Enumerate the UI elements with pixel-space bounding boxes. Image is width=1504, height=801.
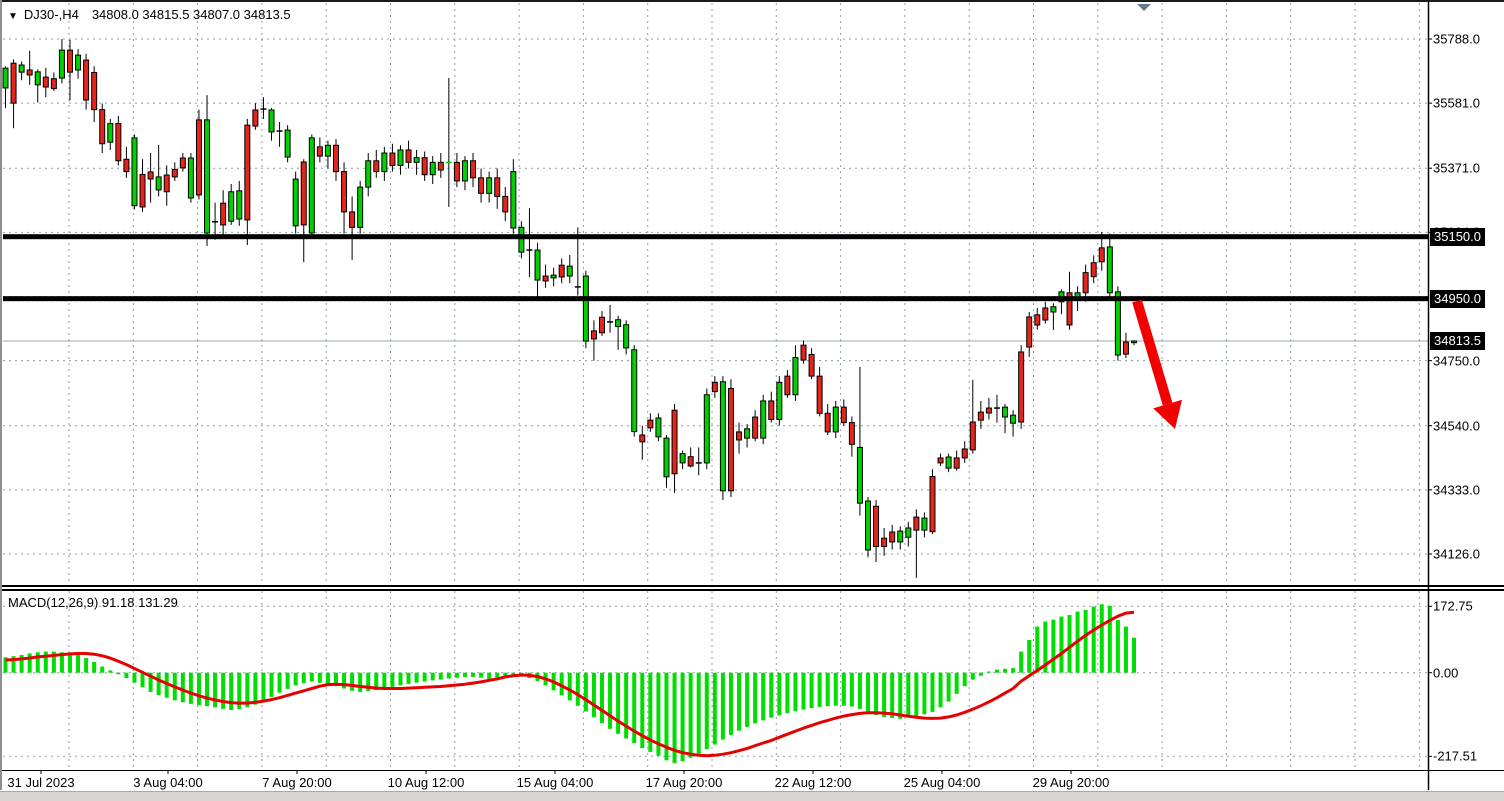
symbol-dropdown-icon: ▼ [8,11,18,22]
price-axis-label: 35581.0 [1433,95,1480,111]
macd-histogram [3,604,1136,764]
price-badge: 34813.5 [1430,331,1485,350]
time-axis-label: 29 Aug 20:00 [1032,775,1110,790]
macd-indicator-label: MACD(12,26,9) 91.18 131.29 [8,595,178,610]
time-axis-label: 3 Aug 04:00 [133,775,203,790]
price-scale[interactable] [1429,0,1504,770]
price-axis-label: 35788.0 [1433,31,1480,47]
chart-ohlc-values: 34808.0 34815.5 34807.0 34813.5 [91,7,291,22]
time-axis-label: 15 Aug 04:00 [516,775,594,790]
price-badge: 35150.0 [1430,227,1485,246]
time-axis-label: 25 Aug 04:00 [903,775,981,790]
price-badge: 34950.0 [1430,289,1485,308]
window-left-border [0,0,2,790]
grid-lines [3,3,1428,770]
chart-title: ▼ DJ30-,H4 34808.0 34815.5 34807.0 34813.… [8,7,291,22]
horizontal-level-line[interactable] [3,296,1428,302]
time-axis-label: 10 Aug 12:00 [387,775,465,790]
time-axis-label: 17 Aug 20:00 [645,775,723,790]
price-axis-label: 34333.0 [1433,482,1480,498]
chart-shift-marker-icon [1137,4,1151,11]
price-axis-label: 35371.0 [1433,160,1480,176]
macd-axis-label: 0.00 [1433,665,1459,681]
macd-axis-label: 172.75 [1433,598,1473,614]
price-axis-label: 34540.0 [1433,418,1480,434]
down-arrow-annotation[interactable] [1132,299,1182,429]
time-axis-label: 7 Aug 20:00 [262,775,332,790]
horizontal-level-line[interactable] [3,234,1428,240]
candlesticks [2,39,1137,578]
price-axis-label: 34750.0 [1433,353,1480,369]
chart-symbol-period: DJ30-,H4 [23,7,79,22]
window-bottom-strip [0,791,1504,801]
time-axis-label: 22 Aug 12:00 [774,775,852,790]
macd-signal-line [5,610,1135,758]
window-top-border [0,0,1504,2]
time-axis-label: 31 Jul 2023 [7,775,75,790]
price-axis-label: 34126.0 [1433,546,1480,562]
macd-axis-label: -217.51 [1433,748,1478,764]
